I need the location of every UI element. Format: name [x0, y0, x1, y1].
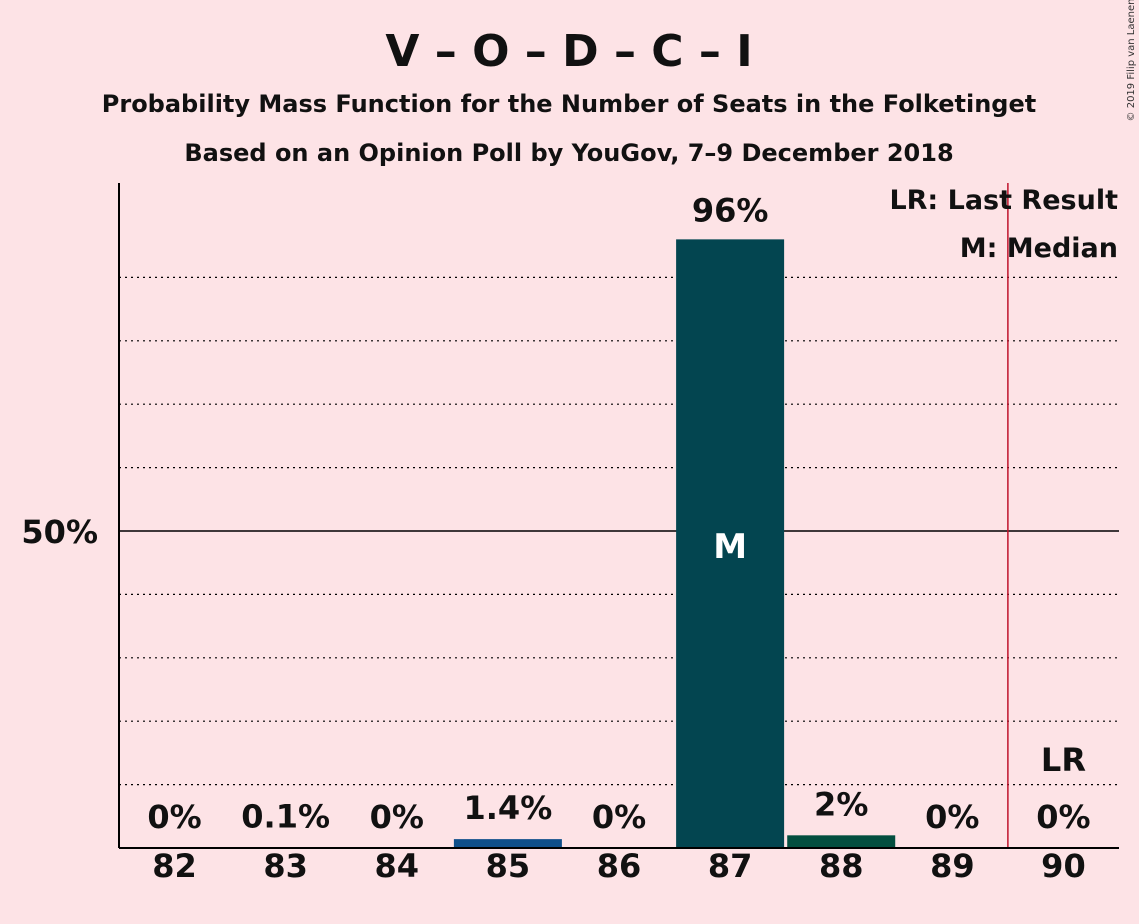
value-label-84: 0% [370, 798, 424, 836]
legend-last-result: LR: Last Result [889, 185, 1118, 216]
chart-subtitle-1: Probability Mass Function for the Number… [102, 90, 1036, 118]
median-marker: M [713, 527, 747, 567]
x-tick-label-84: 84 [375, 847, 420, 885]
value-label-86: 0% [592, 798, 646, 836]
value-labels: 0% 0.1% 0% 1.4% 0% 96% M 2% 0% 0% LR [147, 183, 1091, 848]
x-tick-label-82: 82 [152, 847, 197, 885]
x-tick-label-87: 87 [708, 847, 753, 885]
bar-88 [787, 835, 896, 848]
y-tick-label-50: 50% [21, 513, 98, 551]
chart-title: V – O – D – C – I [385, 26, 752, 77]
gridlines [119, 276, 1119, 786]
value-label-87: 96% [692, 191, 769, 229]
value-label-82: 0% [147, 798, 201, 836]
last-result-marker: LR [1041, 741, 1086, 779]
x-tick-label-83: 83 [263, 847, 308, 885]
bar-85 [453, 839, 562, 848]
value-label-83: 0.1% [241, 797, 330, 835]
bar-87 [676, 239, 785, 849]
x-tick-label-90: 90 [1041, 847, 1086, 885]
chart-subtitle-2: Based on an Opinion Poll by YouGov, 7–9 … [184, 139, 953, 167]
copyright-text: © 2019 Filip van Laenen [1126, 0, 1137, 121]
bars [231, 239, 896, 849]
legend-median: M: Median [960, 233, 1118, 264]
value-label-88: 2% [814, 785, 868, 823]
value-label-89: 0% [925, 798, 979, 836]
x-tick-labels: 82 83 84 85 86 87 88 89 90 [152, 847, 1085, 885]
x-tick-label-88: 88 [819, 847, 864, 885]
value-label-90: 0% [1036, 798, 1090, 836]
x-tick-label-85: 85 [486, 847, 531, 885]
x-tick-label-86: 86 [597, 847, 642, 885]
x-tick-label-89: 89 [930, 847, 975, 885]
value-label-85: 1.4% [464, 789, 553, 827]
